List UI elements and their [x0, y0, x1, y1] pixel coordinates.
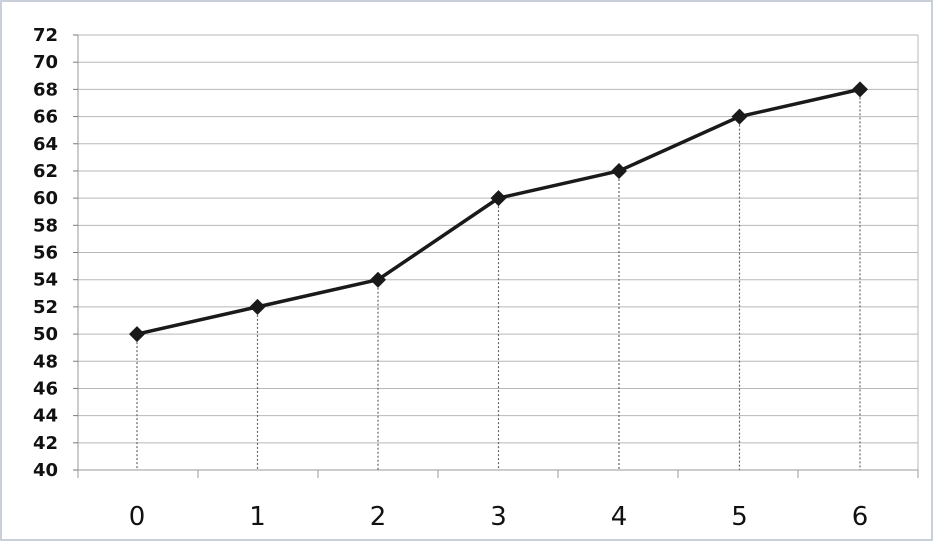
y-tick-label: 52: [33, 297, 58, 318]
data-point-marker: [731, 108, 748, 125]
y-tick-label: 58: [33, 215, 58, 236]
y-tick-label: 70: [33, 52, 58, 73]
data-point-marker: [370, 271, 386, 288]
y-tick-label: 68: [33, 79, 58, 100]
x-tick-label: 4: [611, 502, 628, 532]
x-tick-label: 1: [249, 502, 266, 532]
data-point-marker: [490, 190, 507, 207]
y-tick-label: 62: [33, 161, 58, 182]
x-tick-label: 2: [370, 502, 387, 532]
data-point-marker: [129, 326, 145, 343]
y-tick-label: 64: [33, 134, 58, 155]
data-point-marker: [852, 81, 868, 98]
y-tick-label: 46: [33, 378, 58, 399]
y-tick-label: 56: [33, 243, 58, 264]
y-tick-label: 72: [33, 25, 58, 46]
y-tick-label: 54: [33, 270, 58, 291]
x-tick-label: 3: [490, 502, 507, 532]
x-tick-label: 0: [129, 502, 146, 532]
y-tick-label: 48: [33, 351, 58, 372]
x-tick-label: 5: [731, 502, 748, 532]
y-tick-label: 44: [33, 406, 58, 427]
y-tick-label: 60: [33, 188, 58, 209]
data-point-marker: [249, 298, 266, 315]
y-tick-label: 50: [33, 324, 58, 345]
y-tick-label: 40: [33, 460, 58, 481]
y-tick-label: 66: [33, 107, 58, 128]
x-tick-label: 6: [852, 502, 869, 532]
y-tick-label: 42: [33, 433, 58, 454]
data-point-marker: [611, 162, 627, 179]
